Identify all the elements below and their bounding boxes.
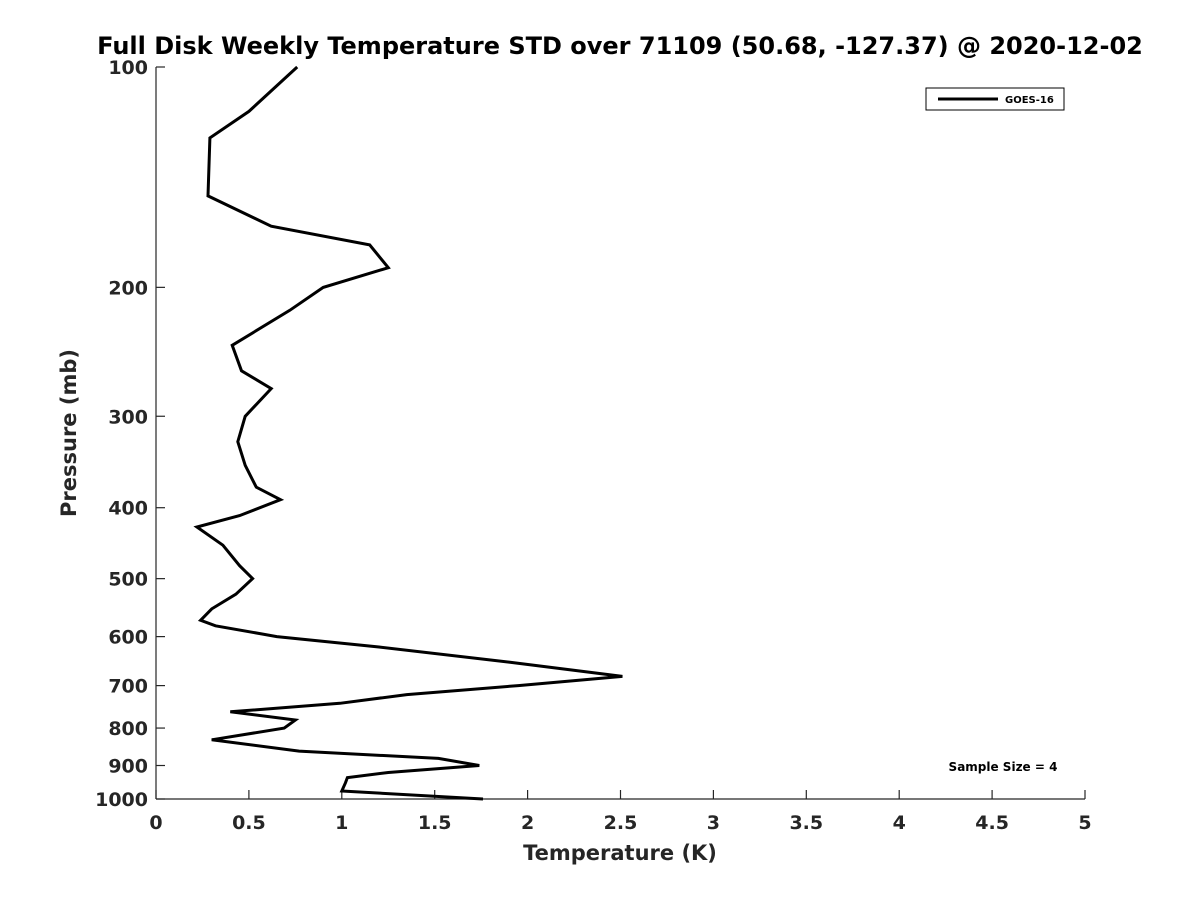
legend: GOES-16 [925, 87, 1065, 111]
y-tick-label: 600 [108, 627, 148, 649]
x-tick-label: 2.5 [604, 812, 638, 834]
y-tick-label: 200 [108, 277, 148, 299]
series-line-goes16 [193, 65, 623, 801]
x-tick-label: 0 [149, 812, 162, 834]
y-tick-label: 800 [108, 718, 148, 740]
y-tick-label: 900 [108, 756, 148, 778]
y-tick-label: 700 [108, 676, 148, 698]
y-tick-label: 1000 [95, 789, 148, 811]
x-tick-label: 0.5 [232, 812, 266, 834]
x-tick-label: 1.5 [418, 812, 452, 834]
y-axis-label: Pressure (mb) [57, 349, 81, 517]
x-tick-label: 5 [1078, 812, 1091, 834]
x-tick-label: 1 [335, 812, 348, 834]
y-tick-label: 500 [108, 569, 148, 591]
y-tick-label: 300 [108, 406, 148, 428]
x-tick-label: 2 [521, 812, 534, 834]
plot-area [193, 65, 623, 801]
y-tick-label: 100 [108, 57, 148, 79]
x-axis-label: Temperature (K) [523, 841, 717, 865]
chart-title: Full Disk Weekly Temperature STD over 71… [97, 32, 1143, 60]
x-tick-label: 4 [893, 812, 906, 834]
x-tick-label: 3 [707, 812, 720, 834]
axes: 0 0.5 1 1.5 2 2.5 3 3.5 4 4.5 5 100 200 300 400 500 600 7… [95, 57, 1092, 834]
x-tick-label: 4.5 [975, 812, 1009, 834]
legend-label-goes16: GOES-16 [1005, 95, 1054, 106]
x-tick-label: 3.5 [789, 812, 823, 834]
y-tick-label: 400 [108, 498, 148, 520]
sample-size-annotation: Sample Size = 4 [949, 760, 1058, 774]
